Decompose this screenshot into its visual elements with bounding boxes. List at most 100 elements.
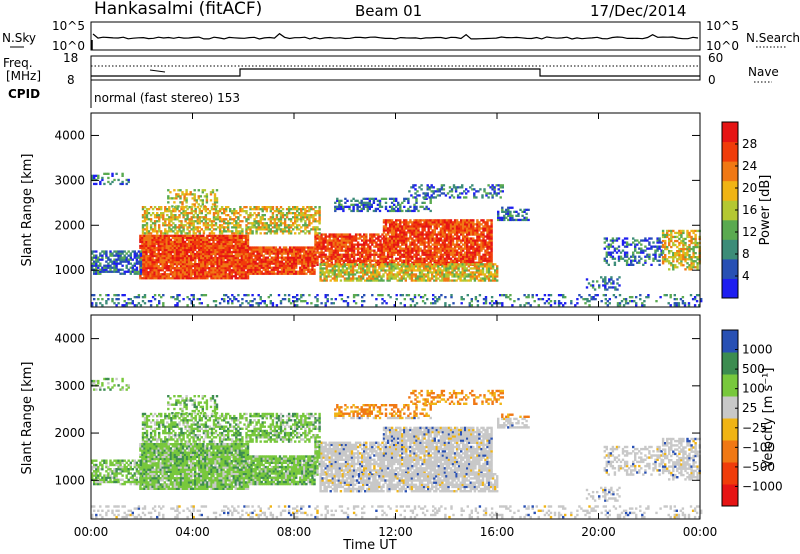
- power-cell: [279, 216, 283, 219]
- power-cell: [377, 261, 380, 264]
- power-cell: [419, 239, 422, 242]
- power-cell: [149, 250, 152, 254]
- power-cell: [423, 257, 426, 260]
- power-cell: [407, 237, 410, 240]
- power-cell: [255, 232, 258, 235]
- power-cell: [343, 279, 347, 282]
- power-cell: [312, 208, 315, 211]
- power-cell: [256, 254, 259, 257]
- power-cell: [304, 222, 307, 225]
- power-cell: [192, 222, 195, 225]
- power-cell: [223, 210, 226, 213]
- power-cell: [305, 272, 308, 275]
- power-cell: [230, 254, 233, 258]
- power-cell: [381, 247, 384, 250]
- power-cell: [175, 240, 179, 244]
- power-cell: [426, 192, 429, 195]
- power-cell: [262, 262, 265, 265]
- power-cell: [123, 270, 126, 273]
- power-cell: [186, 214, 189, 217]
- power-cell: [205, 201, 209, 204]
- power-cell: [417, 239, 420, 242]
- power-cell: [288, 270, 292, 273]
- power-cell: [256, 252, 259, 255]
- power-cell: [365, 249, 368, 252]
- power-cell: [147, 208, 151, 211]
- power-cell: [395, 235, 398, 238]
- power-cell: [491, 196, 494, 199]
- power-cell: [368, 263, 371, 266]
- power-cell: [280, 256, 284, 259]
- power-cell: [429, 241, 432, 244]
- power-cell: [468, 261, 471, 264]
- power-cell: [356, 237, 360, 240]
- power-cell: [356, 251, 360, 254]
- power-cell: [443, 253, 447, 256]
- power-cell: [466, 231, 469, 234]
- power-cell: [187, 273, 191, 276]
- power-cell: [171, 277, 175, 280]
- power-cell: [482, 255, 485, 258]
- power-cell: [472, 219, 475, 222]
- power-cell: [202, 242, 205, 246]
- power-cell: [469, 186, 472, 189]
- power-cell: [252, 272, 255, 275]
- power-cell: [236, 242, 240, 246]
- power-cell: [216, 212, 220, 215]
- power-cell: [212, 267, 215, 270]
- power-cell: [381, 253, 384, 256]
- power-cell: [237, 224, 240, 227]
- power-cell: [414, 263, 418, 266]
- power-cell: [258, 258, 261, 261]
- power-cell: [381, 261, 384, 264]
- power-cell: [159, 269, 162, 272]
- power-cell: [441, 241, 445, 244]
- power-cell: [462, 239, 465, 242]
- power-cell: [388, 243, 392, 246]
- power-cell: [485, 271, 489, 274]
- power-cell: [99, 252, 102, 255]
- power-cell: [141, 244, 144, 248]
- power-cell: [101, 270, 104, 273]
- power-cell: [145, 267, 148, 270]
- power-cell: [449, 247, 453, 250]
- power-cell: [435, 233, 438, 236]
- power-cell: [248, 270, 251, 273]
- power-cell: [226, 240, 229, 244]
- power-cell: [242, 252, 246, 256]
- power-cell: [374, 207, 378, 211]
- power-cell: [441, 227, 445, 230]
- power-cell: [489, 265, 493, 268]
- power-cell: [393, 221, 396, 224]
- power-cell: [322, 239, 325, 242]
- power-cell: [270, 272, 274, 275]
- power-cell: [395, 205, 398, 208]
- power-cell: [190, 244, 193, 248]
- power-cell: [400, 279, 403, 282]
- power-cell: [384, 223, 388, 226]
- power-cell: [339, 275, 343, 278]
- power-cell: [344, 235, 348, 238]
- power-cell: [218, 218, 222, 221]
- power-cell: [419, 257, 422, 260]
- power-cell: [384, 259, 388, 262]
- power-cell: [459, 271, 462, 274]
- power-cell: [299, 252, 302, 255]
- power-cell: [423, 261, 426, 264]
- power-cell: [324, 239, 327, 242]
- power-cell: [139, 240, 142, 244]
- power-cell: [469, 271, 472, 274]
- power-cell: [244, 258, 248, 262]
- power-cell: [448, 190, 452, 193]
- power-cell: [167, 269, 170, 272]
- power-cell: [228, 271, 231, 274]
- power-cell: [410, 263, 414, 266]
- power-cell: [186, 228, 189, 231]
- power-cell: [476, 253, 479, 256]
- power-cell: [269, 224, 272, 227]
- power-cell: [480, 257, 483, 260]
- power-cell: [350, 203, 353, 206]
- power-cell: [240, 273, 244, 276]
- power-cell: [340, 207, 343, 211]
- power-cell: [181, 244, 185, 248]
